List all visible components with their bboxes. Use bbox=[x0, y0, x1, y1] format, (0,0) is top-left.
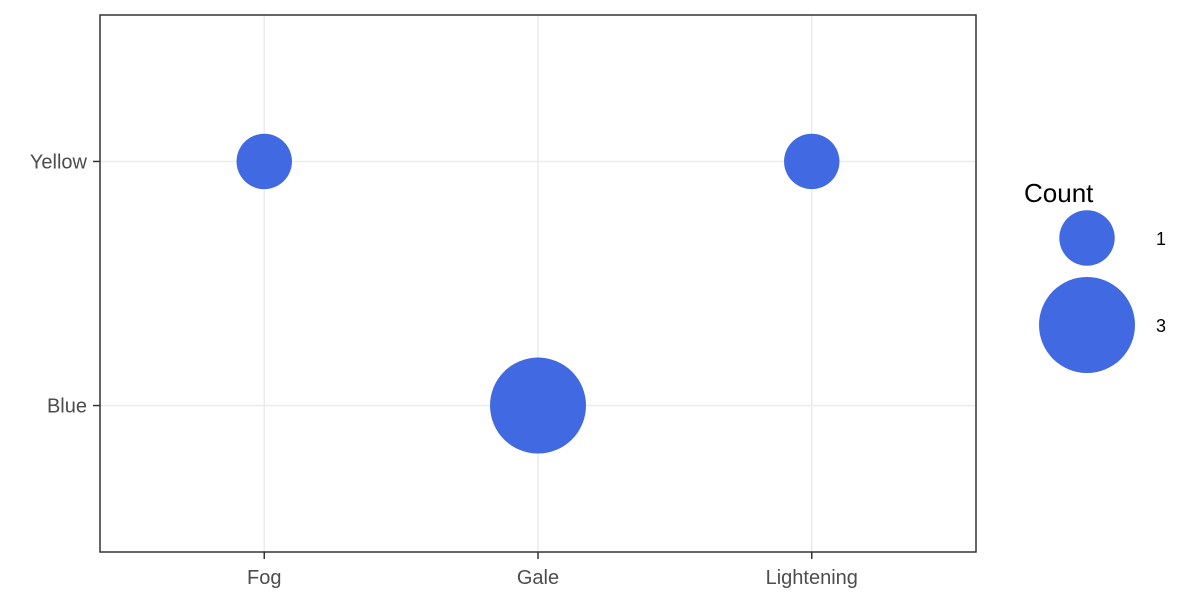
data-point-lightening-yellow bbox=[784, 133, 840, 190]
legend-title: Count bbox=[1024, 178, 1094, 208]
y-tick-label-yellow: Yellow bbox=[30, 151, 88, 173]
legend-key-3 bbox=[1039, 277, 1135, 373]
x-tick-label-fog: Fog bbox=[247, 567, 281, 589]
data-point-fog-yellow bbox=[236, 133, 292, 190]
x-tick-label-lightening: Lightening bbox=[766, 567, 858, 589]
legend-label-3: 3 bbox=[1156, 316, 1166, 336]
legend-key-1 bbox=[1059, 210, 1115, 266]
y-tick-label-blue: Blue bbox=[47, 396, 87, 418]
x-tick-label-gale: Gale bbox=[517, 567, 559, 589]
size-legend: Count 1 3 bbox=[1024, 178, 1166, 373]
legend-label-1: 1 bbox=[1156, 229, 1166, 249]
axes: Fog Gale Lightening Blue Yellow bbox=[30, 151, 858, 589]
data-point-gale-blue bbox=[490, 357, 586, 454]
grid-lines bbox=[100, 15, 976, 552]
data-points bbox=[236, 133, 840, 454]
